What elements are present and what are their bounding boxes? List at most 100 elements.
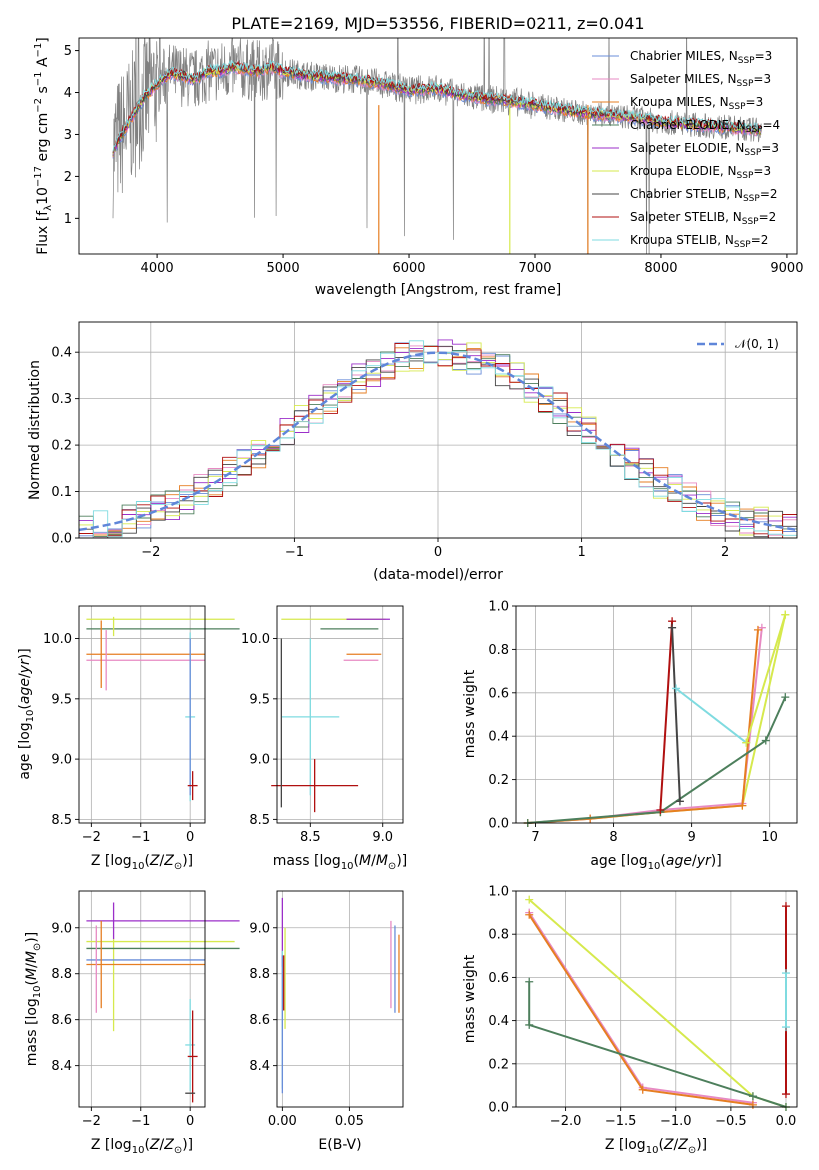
- x-tick-label: −2: [82, 830, 101, 845]
- mass-weight-point: [525, 977, 534, 986]
- mass-weight-age-frame: [515, 605, 798, 824]
- x-tick-label: 10: [761, 830, 778, 845]
- mass-z-frame: [78, 890, 206, 1108]
- legend-label: Kroupa ELODIE, NSSP=3: [630, 164, 771, 181]
- y-tick-label: 10.0: [241, 632, 270, 647]
- y-tick-label: 10.0: [43, 632, 72, 647]
- x-tick-label: −2: [141, 545, 160, 560]
- x-tick-label: 2: [721, 545, 729, 560]
- chart-title: PLATE=2169, MJD=53556, FIBERID=0211, z=0…: [231, 14, 644, 33]
- mass-z-ylabel: mass [log10(M/M⊙)]: [24, 932, 43, 1067]
- mass-weight-point: [675, 797, 684, 806]
- mass-weight-point: [748, 1092, 757, 1101]
- x-tick-label: 0: [186, 830, 194, 845]
- y-tick-label: 0.4: [488, 1014, 509, 1029]
- mass-z-xlabel: Z [log10(Z/Z⊙)]: [91, 1137, 193, 1156]
- mass-weight-point: [525, 1020, 534, 1029]
- mass-weight-point: [672, 684, 681, 693]
- legend-label: Salpeter MILES, NSSP=3: [630, 72, 771, 89]
- spectrum-legend: Chabrier MILES, NSSP=3 Salpeter MILES, NS…: [592, 49, 780, 250]
- y-tick-label: 2: [64, 170, 72, 185]
- y-tick-label: 0.3: [51, 392, 72, 407]
- y-tick-label: 0.4: [488, 730, 509, 745]
- legend-label: Chabrier STELIB, NSSP=2: [630, 187, 778, 204]
- y-tick-label: 5: [64, 44, 72, 59]
- y-tick-label: 9.5: [51, 692, 72, 707]
- age-vs-metallicity-panel: −2 −1 0 8.5 9.0 9.5 10.0 Z [log10(Z/Z⊙)] age […: [17, 605, 240, 872]
- spectrum-plot-area: [112, 38, 762, 254]
- legend-label: Chabrier MILES, NSSP=3: [630, 49, 772, 66]
- mass-weight-series-line: [528, 912, 754, 1104]
- y-tick-label: 1: [64, 212, 72, 227]
- age-z-ylabel: age [log10(age/yr)]: [17, 648, 36, 779]
- mass-vs-ebv-panel: 0.00 0.05 8.4 8.6 8.8 9.0 E(B-V): [249, 890, 404, 1153]
- y-tick-label: 3: [64, 128, 72, 143]
- y-tick-label: 0.0: [51, 532, 72, 547]
- mass-vs-metallicity-panel: −2 −1 0 8.4 8.6 8.8 9.0 Z [log10(Z/Z⊙)] mass […: [24, 890, 240, 1156]
- legend-label: Kroupa MILES, NSSP=3: [630, 95, 763, 112]
- x-tick-label: −0.5: [715, 1114, 747, 1129]
- y-tick-label: 0.0: [488, 1101, 509, 1116]
- y-tick-label: 9.0: [51, 753, 72, 768]
- observed-spectrum: [112, 38, 762, 254]
- y-tick-label: 8.8: [249, 967, 270, 982]
- x-tick-label: −1: [285, 545, 304, 560]
- mass-weight-series-line: [659, 621, 674, 811]
- x-tick-label: 8.5: [300, 830, 321, 845]
- x-tick-label: 0.05: [335, 1114, 364, 1129]
- mass-weight-z-ylabel: mass weight: [462, 954, 478, 1043]
- mass-weight-point: [668, 623, 677, 632]
- x-tick-label: −2: [82, 1114, 101, 1129]
- mass-weight-age-xlabel: age [log10(age/yr)]: [590, 853, 721, 872]
- y-tick-label: 0.1: [51, 485, 72, 500]
- legend-label: Chabrier ELODIE, NSSP=4: [630, 118, 780, 135]
- y-tick-label: 8.6: [51, 1013, 72, 1028]
- spectrum-ylabel: Flux [fλ10−17 erg cm−2 s−1 A−1]: [33, 37, 54, 255]
- histogram-xlabel: (data-model)/error: [373, 567, 503, 583]
- y-tick-label: 0.8: [488, 643, 509, 658]
- mass-weight-series-line: [745, 614, 787, 743]
- age-mass-xlabel: mass [log10(M/M⊙)]: [273, 853, 408, 872]
- mass-weight-point: [781, 1090, 790, 1099]
- mass-weight-point: [781, 969, 790, 978]
- histogram-frame: [78, 321, 798, 539]
- y-tick-label: 8.4: [249, 1059, 270, 1074]
- x-tick-label: −2.0: [550, 1114, 582, 1129]
- y-tick-label: 8.5: [249, 813, 270, 828]
- y-tick-label: 0.6: [488, 686, 509, 701]
- mass-ebv-frame: [276, 890, 404, 1108]
- mass-weight-point: [638, 1085, 647, 1094]
- model-spectrum-line: [112, 59, 762, 152]
- y-tick-label: 0.8: [488, 928, 509, 943]
- y-tick-label: 9.0: [51, 921, 72, 936]
- mass-weight-point: [742, 738, 751, 747]
- normal-distribution-curve: [79, 351, 797, 532]
- mass-weight-point: [761, 736, 770, 745]
- mass-weight-series-line: [671, 627, 681, 802]
- age-z-frame: [78, 605, 206, 824]
- y-tick-label: 1.0: [488, 885, 509, 900]
- histogram-plot-area: [79, 339, 797, 538]
- y-tick-label: 0.2: [488, 773, 509, 788]
- y-tick-label: 0.0: [488, 817, 509, 832]
- y-tick-label: 0.2: [488, 1057, 509, 1072]
- x-tick-label: 0.0: [776, 1114, 797, 1129]
- x-tick-label: 6000: [392, 261, 425, 276]
- mass-weight-point: [781, 902, 790, 911]
- x-tick-label: 7000: [518, 261, 551, 276]
- mass-weight-series-line: [528, 914, 754, 1106]
- mass-weight-series-line: [527, 629, 759, 824]
- mass-weight-point: [781, 1023, 790, 1032]
- x-tick-label: 9.0: [372, 830, 393, 845]
- x-tick-label: 0.00: [268, 1114, 297, 1129]
- y-tick-label: 9.0: [249, 921, 270, 936]
- y-tick-label: 8.5: [51, 813, 72, 828]
- mass-weight-point: [525, 910, 534, 919]
- mass-weight-series-line: [527, 627, 763, 824]
- mass-weight-point: [738, 801, 747, 810]
- x-tick-label: 8: [609, 830, 617, 845]
- mass-weight-series-line: [528, 898, 787, 1108]
- y-tick-label: 8.8: [51, 967, 72, 982]
- x-tick-label: −1: [131, 830, 150, 845]
- mass-weight-point: [781, 610, 790, 619]
